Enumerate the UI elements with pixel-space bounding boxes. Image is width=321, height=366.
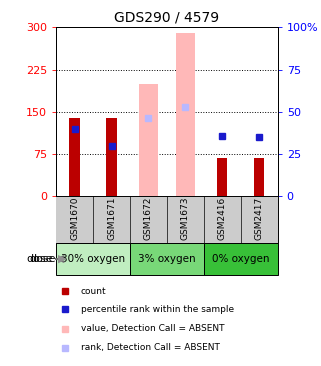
Text: rank, Detection Call = ABSENT: rank, Detection Call = ABSENT xyxy=(81,343,220,352)
Text: percentile rank within the sample: percentile rank within the sample xyxy=(81,305,234,314)
Text: ▶: ▶ xyxy=(58,254,66,264)
Text: GSM1673: GSM1673 xyxy=(181,197,190,240)
Text: 30% oxygen: 30% oxygen xyxy=(61,254,125,264)
Text: GSM1670: GSM1670 xyxy=(70,197,79,240)
Bar xyxy=(56,196,93,243)
Bar xyxy=(217,158,228,196)
Text: GSM2417: GSM2417 xyxy=(255,197,264,240)
Bar xyxy=(130,196,167,243)
Text: 0% oxygen: 0% oxygen xyxy=(212,254,270,264)
Bar xyxy=(241,196,278,243)
Bar xyxy=(254,158,265,196)
Bar xyxy=(56,243,130,275)
Text: GSM1671: GSM1671 xyxy=(107,197,116,240)
Bar xyxy=(69,117,80,196)
Text: GSM1672: GSM1672 xyxy=(144,197,153,240)
Bar xyxy=(130,243,204,275)
Bar xyxy=(139,84,158,196)
Text: dose: dose xyxy=(26,254,53,264)
Text: dose: dose xyxy=(30,254,56,264)
Bar xyxy=(204,243,278,275)
Bar xyxy=(204,196,241,243)
Text: 3% oxygen: 3% oxygen xyxy=(138,254,196,264)
Text: count: count xyxy=(81,287,106,295)
Title: GDS290 / 4579: GDS290 / 4579 xyxy=(114,11,220,25)
Bar xyxy=(106,117,117,196)
Text: GSM2416: GSM2416 xyxy=(218,197,227,240)
Text: value, Detection Call = ABSENT: value, Detection Call = ABSENT xyxy=(81,324,224,333)
Bar xyxy=(167,196,204,243)
Bar xyxy=(93,196,130,243)
Bar xyxy=(176,33,195,196)
